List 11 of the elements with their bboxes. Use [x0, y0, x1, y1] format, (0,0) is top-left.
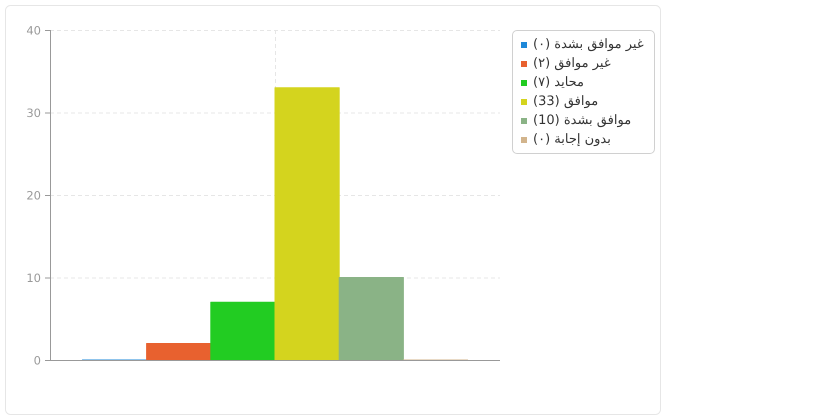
- y-tick-label: 30: [26, 106, 41, 120]
- y-tick-label: 40: [26, 24, 41, 38]
- legend-label: غير موافق (٢): [533, 56, 611, 71]
- y-tick-label: 10: [26, 271, 41, 285]
- legend-label: محايد (٧): [533, 75, 584, 90]
- y-tick-label: 20: [26, 188, 41, 202]
- legend-label: موافق (33): [533, 94, 598, 109]
- y-tick-label: 0: [34, 354, 41, 368]
- legend-label: بدون إجابة (٠): [533, 132, 611, 147]
- legend-label: غير موافق بشدة (٠): [533, 37, 644, 52]
- legend-label: موافق بشدة (10): [533, 113, 632, 128]
